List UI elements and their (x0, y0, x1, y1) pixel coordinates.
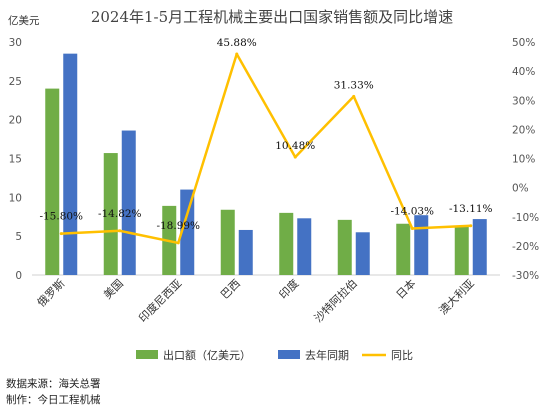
bar (454, 226, 469, 275)
bar (355, 232, 370, 275)
left-tick-label: 25 (9, 76, 22, 88)
legend-swatch-last-year (278, 350, 300, 359)
yoy-data-label: 45.88% (217, 37, 257, 49)
bar (121, 130, 136, 275)
left-tick-label: 20 (9, 115, 22, 127)
bar (297, 218, 312, 275)
yoy-point (469, 224, 473, 228)
category-label: 澳大利亚 (436, 276, 477, 317)
bar (180, 189, 195, 275)
yoy-point (352, 94, 356, 98)
bar (220, 209, 235, 275)
right-axis: -30% -20% -10% 0% 10% 20% 30% 40% 50% (512, 37, 539, 282)
yoy-data-label: 31.33% (334, 79, 374, 91)
left-tick-label: 15 (9, 154, 22, 166)
category-labels: 俄罗斯 美国 印度尼西亚 巴西 印度 沙特阿拉伯 日本 澳大利亚 (35, 276, 477, 325)
category-label: 印度尼西亚 (136, 276, 185, 325)
right-tick-label: 30% (512, 95, 535, 107)
bar (337, 219, 352, 275)
yoy-data-label: -15.80% (39, 211, 83, 223)
bar (396, 223, 411, 275)
category-label: 美国 (101, 277, 126, 302)
left-tick-label: 0 (15, 270, 22, 282)
yoy-data-label: 10.48% (275, 140, 315, 152)
bar (279, 212, 294, 275)
left-tick-label: 10 (9, 192, 22, 204)
producer-credit: 制作：今日工程机械 (6, 394, 101, 406)
right-tick-label: -30% (512, 270, 539, 282)
yoy-data-label: -14.03% (390, 205, 434, 217)
legend-label-export: 出口额（亿美元） (163, 348, 251, 362)
bars (45, 53, 487, 276)
bar (414, 215, 429, 275)
legend-label-last-year: 去年同期 (305, 348, 349, 362)
bar (103, 153, 118, 275)
yoy-data-label: -18.99% (156, 220, 200, 232)
yoy-line-path (61, 52, 471, 245)
right-tick-label: 0% (512, 183, 529, 195)
left-tick-label: 30 (9, 37, 22, 49)
yoy-point (410, 226, 414, 230)
legend: 出口额（亿美元） 去年同期 同比 (136, 348, 413, 362)
yoy-point (176, 241, 180, 245)
legend-swatch-export (136, 350, 158, 359)
yoy-point (293, 155, 297, 159)
category-label: 日本 (393, 276, 418, 301)
chart-title: 2024年1-5月工程机械主要出口国家销售额及同比增速 (91, 8, 453, 26)
right-tick-label: -20% (512, 241, 539, 253)
left-axis: 0 5 10 15 20 25 30 (9, 37, 22, 282)
right-tick-label: 40% (512, 66, 535, 78)
right-tick-label: 50% (512, 37, 535, 49)
category-label: 巴西 (218, 277, 243, 302)
bar (63, 53, 78, 276)
bar (472, 219, 487, 275)
category-label: 印度 (276, 276, 301, 301)
bar (45, 88, 60, 275)
yoy-data-label: -13.11% (449, 203, 493, 215)
category-label: 沙特阿拉伯 (311, 276, 360, 325)
left-tick-label: 5 (15, 231, 22, 243)
yoy-point (59, 232, 63, 236)
yoy-data-label: -14.82% (98, 208, 142, 220)
legend-label-yoy: 同比 (391, 349, 413, 362)
yoy-line: -15.80% -14.82% -18.99% 45.88% 10.48% 31.33% -… (39, 37, 493, 245)
right-tick-label: -10% (512, 212, 539, 224)
bar (238, 229, 253, 275)
yoy-point (118, 229, 122, 233)
right-tick-label: 20% (512, 124, 535, 136)
data-source: 数据来源：海关总署 (6, 378, 101, 390)
right-tick-label: 10% (512, 154, 535, 166)
yoy-point (235, 52, 239, 56)
y-unit-label: 亿美元 (8, 14, 40, 27)
category-label: 俄罗斯 (35, 277, 68, 310)
